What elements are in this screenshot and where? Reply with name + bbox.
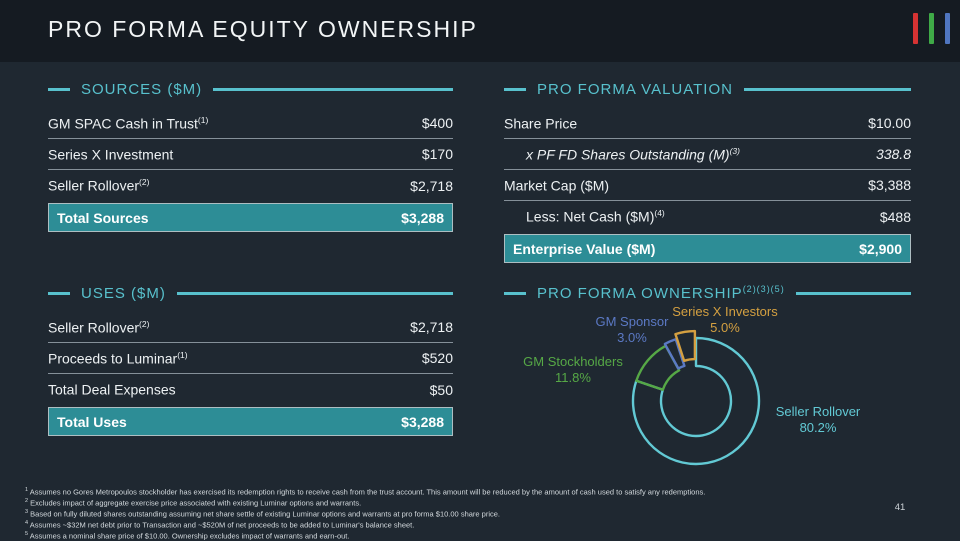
page-number: 41 <box>894 502 906 513</box>
donut-slice-series-x-investors <box>674 329 697 362</box>
valuation-table: Share Price $10.00 x PF FD Shares Outsta… <box>504 108 911 263</box>
row-label: Seller Rollover <box>48 177 140 194</box>
row-label: GM SPAC Cash in Trust <box>48 115 198 132</box>
row-footnote-ref: (1) <box>197 114 209 125</box>
heading-dash <box>504 291 526 295</box>
ownership-footnote-refs: (2)(3)(5) <box>742 284 785 294</box>
table-row: Less: Net Cash ($M)(4) $488 <box>504 201 911 232</box>
heading-rule <box>795 291 911 295</box>
row-label: Proceeds to Luminar <box>48 350 178 367</box>
row-value: $2,718 <box>410 177 453 194</box>
total-label: Total Uses <box>57 413 127 430</box>
donut-label-series-x: Series X Investors 5.0% <box>645 304 805 336</box>
logo-green-bar-icon <box>929 13 934 44</box>
slice-name: Seller Rollover <box>775 404 861 419</box>
row-value: $10.00 <box>868 115 911 131</box>
logo-red-bar-icon <box>913 13 918 44</box>
sources-table: GM SPAC Cash in Trust(1) $400 Series X I… <box>48 108 453 232</box>
row-value: $400 <box>421 115 453 131</box>
footnote: 1 Assumes no Gores Metropoulos stockhold… <box>25 487 706 497</box>
slice-pct: 5.0% <box>710 320 740 335</box>
company-logo <box>913 13 950 44</box>
row-value: 338.8 <box>875 146 911 162</box>
table-row: Seller Rollover(2) $2,718 <box>48 312 453 343</box>
slice-name: GM Stockholders <box>523 354 623 369</box>
sources-section: SOURCES ($M) GM SPAC Cash in Trust(1) $4… <box>48 78 453 232</box>
row-value: $170 <box>421 146 453 162</box>
table-row: GM SPAC Cash in Trust(1) $400 <box>48 108 453 139</box>
heading-rule <box>213 87 453 91</box>
row-label: Market Cap ($M) <box>504 177 610 194</box>
row-label: Less: Net Cash ($M) <box>526 208 655 225</box>
valuation-total-row: Enterprise Value ($M) $2,900 <box>504 234 911 263</box>
footnotes: 1 Assumes no Gores Metropoulos stockhold… <box>25 486 875 541</box>
table-row: Proceeds to Luminar(1) $520 <box>48 343 453 374</box>
slice-name: Series X Investors <box>672 304 778 319</box>
row-value: $50 <box>429 381 453 398</box>
heading-dash <box>48 87 70 91</box>
table-row: Total Deal Expenses $50 <box>48 374 453 405</box>
row-label: Share Price <box>504 115 578 132</box>
footnote: 2 Excludes impact of aggregate exercise … <box>25 498 362 508</box>
ownership-heading: PRO FORMA OWNERSHIP(2)(3)(5) <box>504 282 911 304</box>
donut-slice-seller-rollover <box>631 336 761 466</box>
table-row: Market Cap ($M) $3,388 <box>504 170 911 201</box>
row-value: $3,388 <box>868 177 911 193</box>
donut-label-gm-stockholders: GM Stockholders 11.8% <box>493 354 653 386</box>
ownership-donut-chart <box>631 329 761 466</box>
row-footnote-ref: (2) <box>139 318 150 329</box>
sources-heading: SOURCES ($M) <box>48 78 453 100</box>
slice-pct: 11.8% <box>555 370 591 385</box>
row-label: Total Deal Expenses <box>48 381 176 398</box>
row-footnote-ref: (2) <box>139 177 150 188</box>
row-footnote-ref: (1) <box>177 349 188 360</box>
total-value: $3,288 <box>401 209 444 226</box>
row-value: $2,718 <box>410 319 453 335</box>
ownership-heading-label: PRO FORMA OWNERSHIP <box>537 285 743 302</box>
table-row: Share Price $10.00 <box>504 108 911 139</box>
slice-pct: 80.2% <box>799 420 837 435</box>
row-value: $488 <box>879 208 911 225</box>
row-footnote-ref: (3) <box>729 145 740 156</box>
donut-label-gm-sponsor: GM Sponsor 3.0% <box>552 314 712 346</box>
footnote: 5 Assumes a nominal share price of $10.0… <box>25 531 350 541</box>
logo-blue-bar-icon <box>945 13 950 44</box>
heading-rule <box>176 291 453 295</box>
valuation-section: PRO FORMA VALUATION Share Price $10.00 x… <box>504 78 911 263</box>
row-label: x PF FD Shares Outstanding (M) <box>526 146 730 163</box>
row-label: Seller Rollover <box>48 319 140 336</box>
total-value: $2,900 <box>859 240 902 257</box>
valuation-heading: PRO FORMA VALUATION <box>504 78 911 100</box>
uses-total-row: Total Uses $3,288 <box>48 407 453 436</box>
title-bar: PRO FORMA EQUITY OWNERSHIP <box>0 0 960 62</box>
sources-total-row: Total Sources $3,288 <box>48 203 453 232</box>
uses-section: USES ($M) Seller Rollover(2) $2,718 Proc… <box>48 282 453 436</box>
total-value: $3,288 <box>401 413 444 430</box>
heading-dash <box>48 291 70 295</box>
page-title: PRO FORMA EQUITY OWNERSHIP <box>48 16 478 42</box>
slice-name: GM Sponsor <box>595 314 669 329</box>
uses-heading-label: USES ($M) <box>81 284 166 302</box>
uses-heading: USES ($M) <box>48 282 453 304</box>
table-row: Series X Investment $170 <box>48 139 453 170</box>
row-value: $520 <box>421 350 453 366</box>
sources-heading-label: SOURCES ($M) <box>81 80 203 98</box>
table-row: Seller Rollover(2) $2,718 <box>48 170 453 201</box>
donut-slice-gm-sponsor <box>663 338 686 370</box>
valuation-heading-label: PRO FORMA VALUATION <box>537 80 733 98</box>
donut-label-seller-rollover: Seller Rollover 80.2% <box>738 404 898 436</box>
total-label: Total Sources <box>57 209 149 226</box>
row-label: Series X Investment <box>48 146 174 163</box>
table-row: x PF FD Shares Outstanding (M)(3) 338.8 <box>504 139 911 170</box>
uses-table: Seller Rollover(2) $2,718 Proceeds to Lu… <box>48 312 453 436</box>
footnote: 3 Based on fully diluted shares outstand… <box>25 509 500 519</box>
footnote: 4 Assumes ~$32M net debt prior to Transa… <box>25 520 415 530</box>
slice-pct: 3.0% <box>617 330 647 345</box>
heading-rule <box>743 87 911 91</box>
row-footnote-ref: (4) <box>654 208 665 219</box>
heading-dash <box>504 87 526 91</box>
total-label: Enterprise Value ($M) <box>513 240 656 257</box>
ownership-section: PRO FORMA OWNERSHIP(2)(3)(5) <box>504 282 911 304</box>
